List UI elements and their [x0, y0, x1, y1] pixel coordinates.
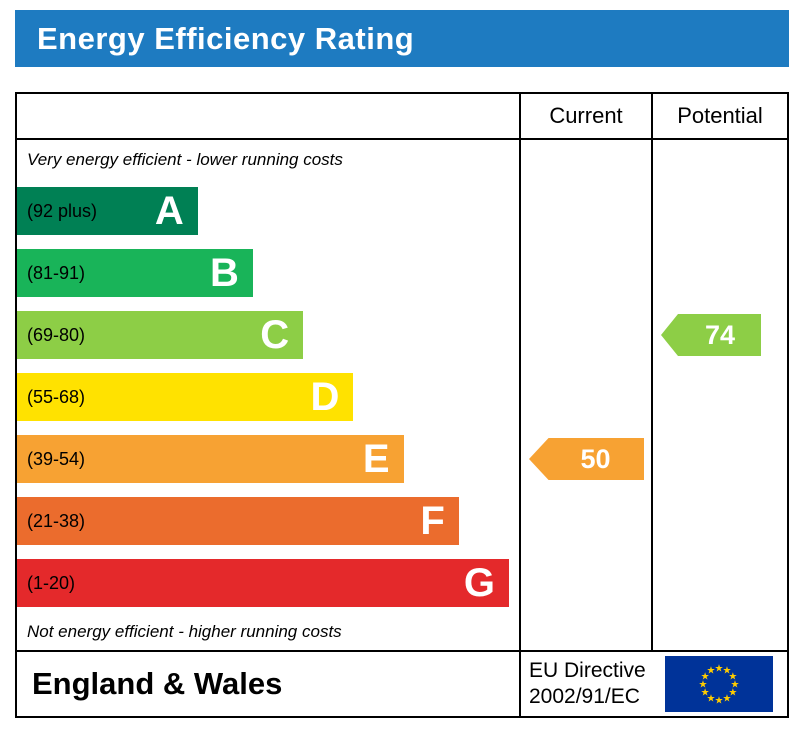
band-letter: C — [260, 313, 290, 357]
svg-text:★: ★ — [715, 696, 724, 707]
band-range-label: (1-20) — [27, 572, 76, 593]
band-range-label: (92 plus) — [27, 200, 98, 221]
band-range-label: (69-80) — [27, 324, 86, 345]
epc-energy-efficiency-chart: Energy Efficiency Rating Current Potenti… — [15, 10, 789, 718]
eu-directive-line1: EU Directive — [529, 658, 646, 682]
band-row-a: (92 plus) A — [17, 180, 519, 242]
band-bar-b: (81-91) B — [17, 249, 253, 297]
current-rating-pointer: 50 — [529, 438, 644, 480]
header-spacer — [17, 94, 519, 138]
svg-text:★: ★ — [701, 672, 710, 683]
band-letter: B — [210, 251, 239, 295]
bottom-note: Not energy efficient - higher running co… — [27, 622, 342, 641]
current-column-header: Current — [519, 94, 651, 138]
page-title: Energy Efficiency Rating — [37, 20, 415, 56]
band-bar-d: (55-68) D — [17, 373, 354, 421]
band-letter: D — [310, 375, 340, 419]
band-letter: G — [463, 561, 495, 605]
potential-column-header: Potential — [651, 94, 787, 138]
svg-text:★: ★ — [723, 693, 732, 704]
eu-directive-label: EU Directive 2002/91/EC — [519, 652, 651, 716]
chart-frame: Current Potential Very energy efficient … — [15, 92, 789, 718]
svg-text:★: ★ — [731, 680, 740, 691]
band-row-b: (81-91) B — [17, 242, 519, 304]
band-row-g: (1-20) G — [17, 552, 519, 614]
band-row-c: (69-80) C — [17, 304, 519, 366]
band-range-label: (21-38) — [27, 510, 86, 531]
title-banner: Energy Efficiency Rating — [15, 10, 789, 67]
band-letter: E — [362, 437, 390, 481]
svg-text:★: ★ — [707, 693, 716, 704]
band-bar-c: (69-80) C — [17, 311, 304, 359]
band-row-f: (21-38) F — [17, 490, 519, 552]
band-range-label: (81-91) — [27, 262, 86, 283]
bands-area: Very energy efficient - lower running co… — [17, 140, 519, 650]
region-label: England & Wales — [32, 666, 283, 701]
eu-directive-line2: 2002/91/EC — [529, 685, 640, 708]
current-column: 50 — [519, 140, 651, 650]
band-bar-g: (1-20) G — [17, 559, 509, 607]
band-bar-a: (92 plus) A — [17, 187, 198, 235]
svg-text:★: ★ — [701, 688, 710, 699]
potential-column: 74 — [651, 140, 787, 650]
chart-body: Very energy efficient - lower running co… — [17, 140, 787, 650]
band-bar-e: (39-54) E — [17, 435, 404, 483]
band-row-d: (55-68) D — [17, 366, 519, 428]
svg-text:★: ★ — [728, 672, 737, 683]
svg-text:★: ★ — [728, 688, 737, 699]
band-range-label: (55-68) — [27, 386, 86, 407]
current-rating-value: 50 — [580, 443, 611, 474]
band-letter: A — [154, 189, 184, 233]
svg-text:★: ★ — [715, 664, 724, 675]
eu-flag-icon: ★ ★ ★ ★ ★ ★ ★ ★ ★ ★ ★ ★ — [665, 656, 773, 712]
svg-text:★: ★ — [723, 666, 732, 677]
band-row-e: (39-54) E — [17, 428, 519, 490]
svg-text:★: ★ — [699, 680, 708, 691]
band-bar-f: (21-38) F — [17, 497, 459, 545]
band-range-label: (39-54) — [27, 448, 86, 469]
column-header-row: Current Potential — [17, 94, 787, 140]
eu-flag-cell: ★ ★ ★ ★ ★ ★ ★ ★ ★ ★ ★ ★ — [651, 652, 787, 716]
potential-rating-pointer: 74 — [661, 314, 761, 356]
band-letter: F — [420, 499, 445, 543]
top-note: Very energy efficient - lower running co… — [27, 150, 343, 169]
footer-row: England & Wales EU Directive 2002/91/EC … — [17, 650, 787, 716]
svg-text:★: ★ — [707, 666, 716, 677]
potential-rating-value: 74 — [704, 319, 736, 350]
